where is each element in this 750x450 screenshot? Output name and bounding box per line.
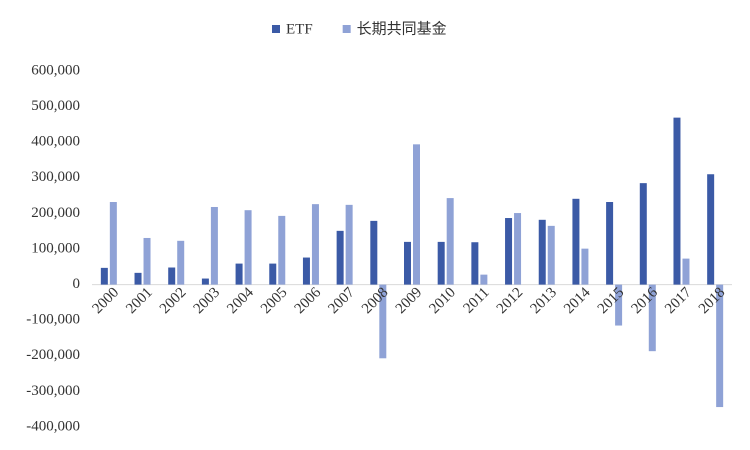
y-tick-label: -100,000 — [26, 312, 80, 328]
x-tick-label: 2009 — [393, 285, 426, 318]
x-tick-label: 2016 — [629, 284, 662, 317]
bar — [707, 174, 715, 285]
x-tick-label: 2004 — [224, 284, 257, 317]
x-tick-label: 2012 — [494, 285, 527, 318]
x-tick-label: 2006 — [292, 284, 325, 317]
bar — [446, 198, 454, 285]
bar — [278, 215, 286, 285]
bar — [370, 220, 378, 285]
bar — [673, 117, 681, 285]
bar — [437, 241, 445, 285]
bar — [716, 284, 724, 408]
x-tick-label: 2011 — [460, 285, 492, 317]
x-tick-label: 2002 — [157, 285, 190, 318]
legend-label: 长期共同基金 — [357, 20, 447, 37]
legend-label: ETF — [286, 21, 313, 37]
bar — [210, 206, 218, 285]
bar — [682, 258, 690, 285]
x-tick-label: 2003 — [191, 285, 224, 318]
bar — [572, 198, 580, 285]
y-tick-label: -400,000 — [26, 418, 80, 434]
y-tick-label: 600,000 — [31, 62, 80, 78]
bar — [269, 263, 277, 285]
x-tick-label: 2017 — [662, 284, 695, 317]
y-tick-label: 400,000 — [31, 134, 80, 150]
legend-swatch — [272, 25, 280, 33]
x-tick-label: 2013 — [527, 285, 560, 318]
bar — [648, 284, 656, 352]
bar — [143, 237, 151, 285]
bar — [480, 274, 488, 285]
bar — [201, 278, 209, 285]
y-tick-label: 500,000 — [31, 98, 80, 114]
y-tick-label: 100,000 — [31, 240, 80, 256]
bar — [345, 204, 353, 285]
bar — [134, 272, 142, 285]
x-tick-label: 2007 — [325, 284, 358, 317]
bar — [379, 284, 387, 359]
legend-swatch — [342, 25, 351, 33]
x-tick-label: 2008 — [359, 285, 392, 318]
y-tick-label: 0 — [73, 276, 81, 292]
x-tick-label: 2001 — [123, 285, 156, 318]
bar — [471, 242, 479, 285]
x-tick-label: 2010 — [426, 285, 459, 318]
x-tick-label: 2000 — [90, 285, 123, 318]
bar — [100, 267, 108, 285]
x-tick-label: 2018 — [696, 285, 729, 318]
bar — [615, 284, 623, 326]
bar — [235, 263, 243, 285]
bar — [404, 241, 411, 285]
bar — [547, 225, 555, 285]
bar — [538, 219, 546, 285]
bar — [505, 218, 513, 285]
bar — [168, 267, 176, 285]
y-tick-label: 200,000 — [31, 205, 80, 221]
bar — [302, 257, 310, 285]
bar — [109, 202, 117, 285]
bar — [606, 202, 614, 285]
x-tick-label: 2005 — [258, 285, 291, 318]
x-tick-label: 2014 — [561, 284, 594, 317]
bar — [639, 183, 647, 285]
bar — [311, 204, 319, 285]
y-tick-label: 300,000 — [31, 169, 80, 185]
bar — [177, 240, 185, 285]
bar — [244, 210, 252, 285]
bar — [514, 213, 522, 285]
bar — [581, 248, 589, 285]
y-tick-label: -200,000 — [26, 347, 80, 363]
bar — [413, 144, 420, 285]
y-tick-label: -300,000 — [26, 383, 80, 399]
bar — [336, 230, 344, 285]
x-tick-label: 2015 — [595, 285, 628, 318]
